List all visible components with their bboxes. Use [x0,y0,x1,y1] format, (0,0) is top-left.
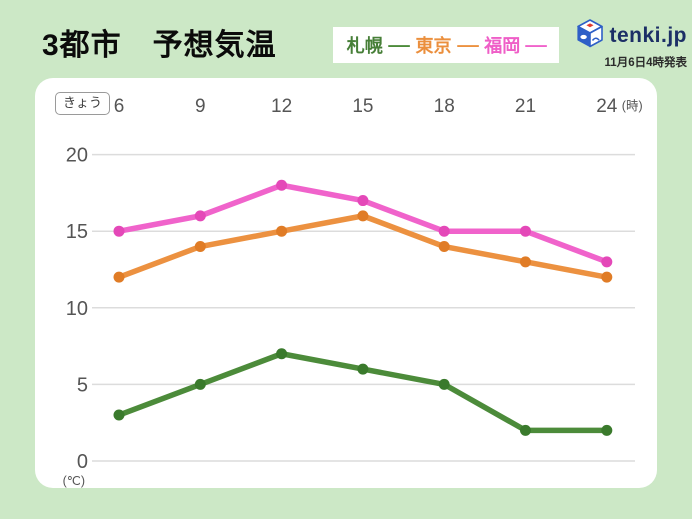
y-tick-label: 0 [77,451,88,473]
data-point-福岡 [113,225,125,237]
data-point-福岡 [194,210,206,222]
series-line-東京 [116,213,610,280]
y-tick-label: 20 [66,145,88,167]
data-point-東京 [601,271,613,283]
data-point-札幌 [194,378,206,390]
x-tick-label: 18 [434,96,455,117]
data-point-札幌 [276,348,288,360]
data-point-福岡 [276,179,288,191]
data-point-札幌 [357,363,369,375]
y-tick-label: 10 [66,298,88,320]
data-point-東京 [276,225,288,237]
data-point-福岡 [438,225,450,237]
legend-line-swatch-icon: — [456,34,479,55]
data-point-東京 [520,256,531,268]
x-tick-label: 24 [596,96,618,117]
x-axis-unit: (時) [622,99,643,113]
x-tick-label: 12 [271,96,292,117]
legend-label: 東京 [415,36,452,56]
y-axis-unit: (℃) [63,474,85,488]
data-point-東京 [113,271,125,283]
data-point-札幌 [601,424,613,436]
legend-item-福岡: 福岡 — [484,32,548,58]
page-title: 3都市 予想気温 [42,29,277,62]
brand-text: tenki.jp [609,24,687,47]
tenki-cube-icon [576,19,604,53]
x-tick-label: 6 [114,96,125,117]
data-point-札幌 [438,378,450,390]
data-point-福岡 [357,195,369,207]
x-tick-label: 21 [515,96,536,117]
x-tick-label: 9 [195,96,206,117]
legend: 札幌 — 東京 — 福岡 — [333,27,559,63]
chart-panel: 0 5 10 15 20 (℃) 6 9 12 15 18 21 24 (時) きょう [35,78,657,488]
y-tick-label: 15 [66,221,88,243]
data-point-東京 [194,241,206,253]
data-point-福岡 [601,256,613,268]
legend-item-東京: 東京 — [415,32,479,58]
publish-date: 11月6日4時発表 [604,57,687,69]
x-tick-label: 15 [352,96,373,117]
data-point-札幌 [113,409,125,421]
chart-svg: 0 5 10 15 20 (℃) 6 9 12 15 18 21 24 (時) [63,96,643,488]
legend-item-札幌: 札幌 — [346,32,410,58]
legend-line-swatch-icon: — [387,34,410,55]
legend-label: 札幌 [346,36,383,56]
legend-line-swatch-icon: — [525,34,548,55]
data-point-福岡 [520,225,531,237]
data-point-東京 [357,210,369,222]
today-badge: きょう [55,92,111,115]
tenki-logo: tenki.jp [576,19,687,53]
data-point-札幌 [520,424,531,436]
data-point-東京 [438,241,450,253]
y-tick-label: 5 [77,374,88,396]
legend-label: 福岡 [484,36,521,56]
